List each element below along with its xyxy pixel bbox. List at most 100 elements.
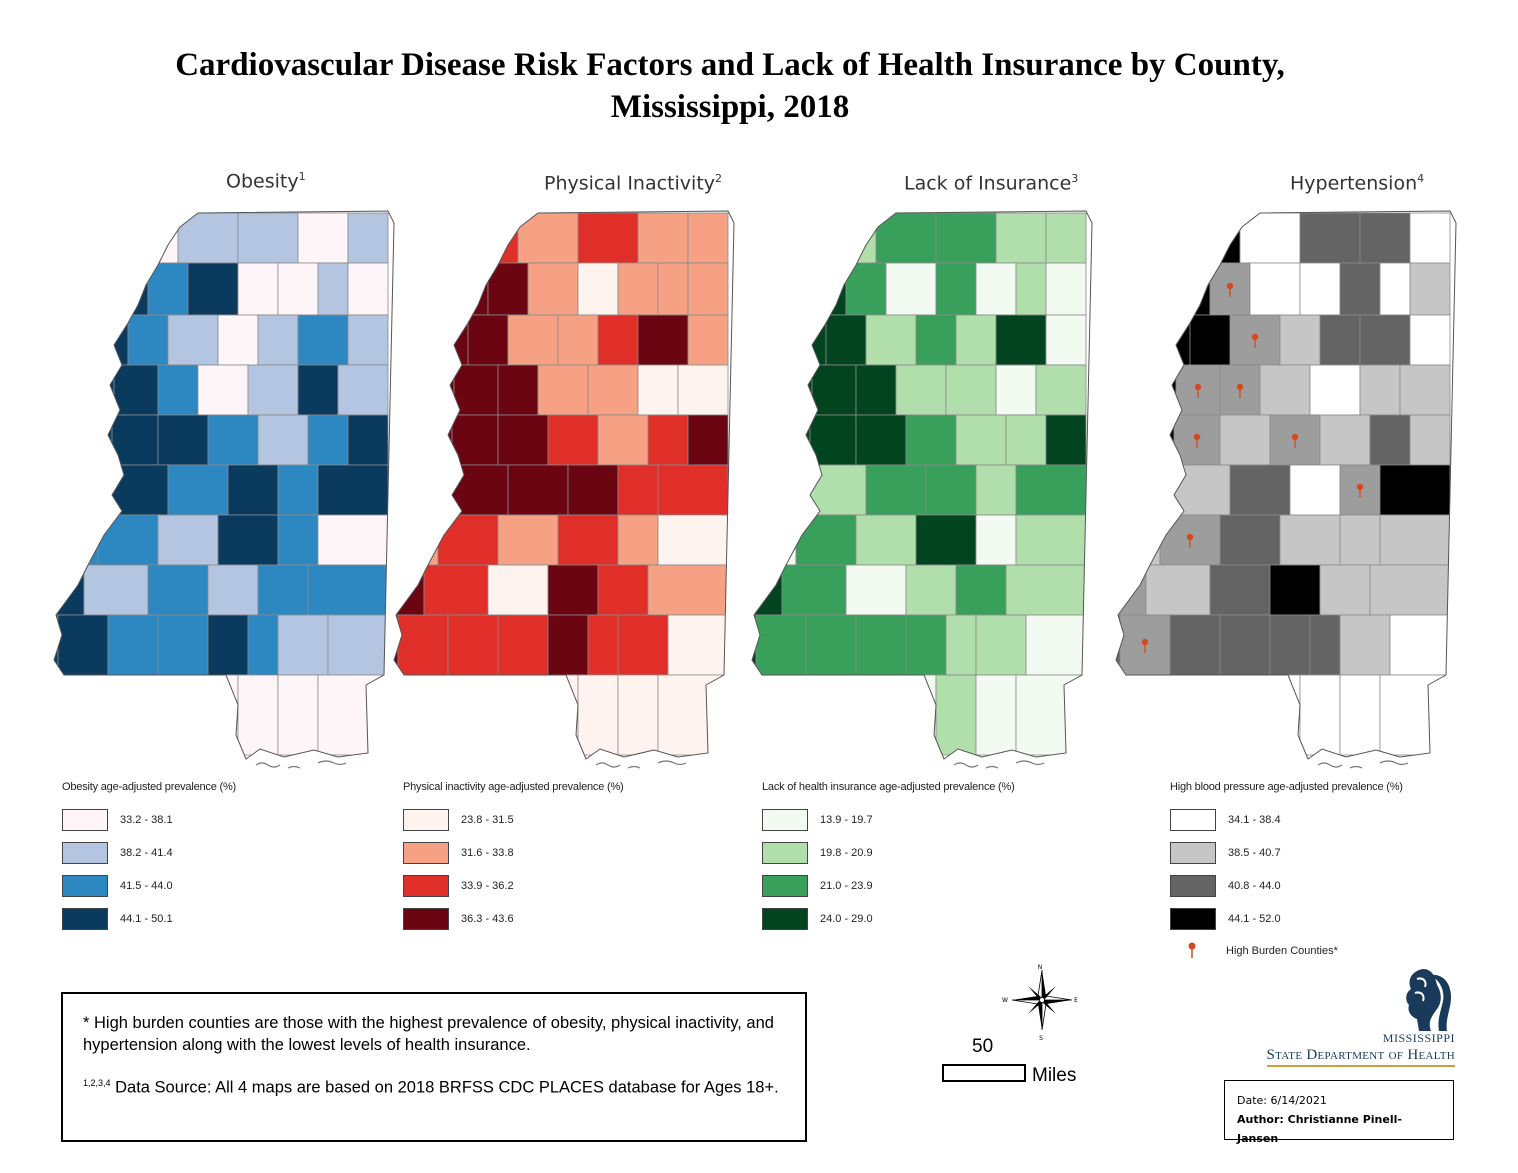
- legend-swatch: [62, 841, 108, 864]
- county-region: [1389, 614, 1451, 676]
- map-title-text: Physical Inactivity: [544, 172, 716, 195]
- county-region: [307, 564, 389, 616]
- county-region: [57, 614, 109, 676]
- county-region: [467, 314, 509, 366]
- county-region: [781, 564, 847, 616]
- county-region: [54, 464, 111, 516]
- county-region: [537, 364, 589, 416]
- county-region: [795, 514, 857, 566]
- county-region: [955, 564, 1007, 616]
- county-region: [257, 314, 299, 366]
- county-region: [975, 262, 1017, 316]
- county-region: [1045, 314, 1087, 366]
- map-title-inactivity: Physical Inactivity2: [544, 172, 722, 194]
- legend-row: 24.0 - 29.0: [762, 902, 1015, 935]
- county-region: [1045, 212, 1087, 264]
- legend-label: 19.8 - 20.9: [820, 846, 873, 859]
- county-region: [167, 464, 229, 516]
- county-region: [567, 464, 619, 516]
- high-burden-pin-icon: [1194, 383, 1202, 391]
- county-region: [297, 212, 349, 264]
- county-region: [347, 314, 389, 366]
- county-region: [54, 314, 129, 366]
- legend-row: 36.3 - 43.6: [403, 902, 624, 935]
- county-region: [1219, 414, 1271, 466]
- county-region: [1269, 564, 1321, 616]
- county-region: [97, 514, 159, 566]
- county-region: [865, 464, 927, 516]
- county-region: [497, 514, 559, 566]
- map-title-text: Lack of Insurance: [904, 172, 1072, 195]
- county-region: [597, 414, 649, 466]
- legend-row: 40.8 - 44.0: [1170, 869, 1403, 902]
- county-region: [1319, 564, 1371, 616]
- county-region: [527, 262, 579, 316]
- county-region: [752, 364, 813, 416]
- scale-bar-rect: [942, 1064, 1026, 1082]
- legend-row: 23.8 - 31.5: [403, 803, 624, 836]
- county-region: [1409, 414, 1451, 466]
- legend-swatch: [1170, 808, 1216, 831]
- county-region: [752, 464, 809, 516]
- county-region: [1169, 614, 1221, 676]
- county-region: [1015, 674, 1087, 756]
- scale-bar: 50 Miles: [942, 1036, 1102, 1096]
- gulf-islands: [953, 760, 1045, 769]
- county-region: [1116, 514, 1161, 566]
- county-region: [1116, 464, 1173, 516]
- map-pin-icon: [1188, 942, 1196, 958]
- county-region: [975, 514, 1017, 566]
- source-sup: 1,2,3,4: [83, 1078, 111, 1088]
- county-region: [1359, 212, 1411, 264]
- legend-title: Physical inactivity age-adjusted prevale…: [403, 781, 624, 793]
- county-region: [307, 414, 349, 466]
- high-burden-pin-icon: [1124, 583, 1132, 591]
- county-region: [1299, 262, 1341, 316]
- county-region: [587, 614, 619, 676]
- county-region: [1116, 314, 1191, 366]
- county-region: [547, 414, 599, 466]
- county-region: [865, 314, 917, 366]
- county-region: [885, 262, 937, 316]
- county-region: [1319, 414, 1371, 466]
- county-region: [1369, 564, 1451, 616]
- county-region: [207, 614, 249, 676]
- county-region: [597, 564, 649, 616]
- county-region: [577, 262, 619, 316]
- county-region: [755, 614, 807, 676]
- county-region: [975, 464, 1017, 516]
- county-region: [394, 262, 489, 316]
- county-region: [617, 464, 659, 516]
- county-region: [1279, 514, 1341, 566]
- county-region: [547, 614, 589, 676]
- county-region: [297, 364, 339, 416]
- logo-line-2: State Department of Health: [1266, 1047, 1455, 1067]
- county-region: [437, 514, 499, 566]
- county-region: [217, 314, 259, 366]
- county-region: [955, 414, 1007, 466]
- county-region: [752, 674, 937, 756]
- legend-swatch: [62, 907, 108, 930]
- county-region: [1145, 564, 1211, 616]
- county-region: [497, 414, 549, 466]
- map-title-insurance: Lack of Insurance3: [904, 172, 1078, 194]
- county-region: [1239, 212, 1301, 264]
- county-region: [54, 514, 99, 566]
- notes-box: * High burden counties are those with th…: [61, 992, 807, 1142]
- map-title-obesity: Obesity1: [226, 170, 306, 192]
- county-region: [517, 212, 579, 264]
- county-region: [752, 414, 811, 466]
- map-title-hypertension: Hypertension4: [1290, 172, 1424, 194]
- county-region: [109, 464, 169, 516]
- county-region: [752, 614, 757, 676]
- county-region: [423, 564, 489, 616]
- county-region: [752, 212, 877, 264]
- legend-row: 44.1 - 50.1: [62, 902, 236, 935]
- info-box: Date: 6/14/2021 Author: Christianne Pine…: [1224, 1080, 1454, 1145]
- legend-swatch: [762, 907, 808, 930]
- map-title-sup: 2: [715, 172, 723, 185]
- legend-label: 38.2 - 41.4: [120, 846, 173, 859]
- county-region: [935, 212, 997, 264]
- county-region: [394, 212, 519, 264]
- county-region: [752, 262, 847, 316]
